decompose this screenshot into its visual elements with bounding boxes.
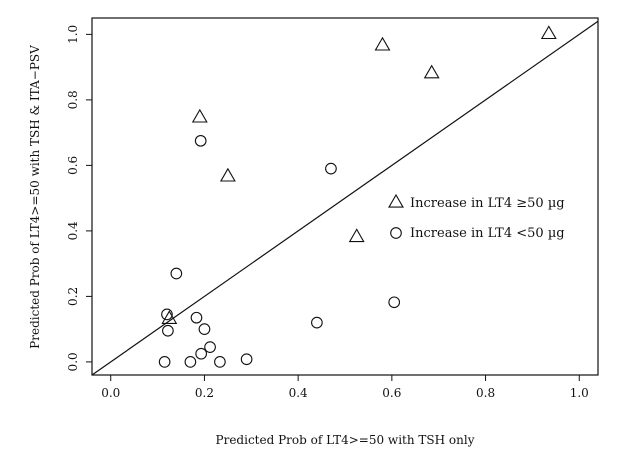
y-tick-label: 0.0 [66, 352, 80, 371]
circle-point [388, 296, 401, 309]
circle-point [311, 316, 323, 329]
triangle-point [161, 310, 178, 324]
legend-triangle-icon [388, 193, 404, 208]
circle-point [240, 353, 253, 366]
x-tick-label: 0.2 [195, 386, 214, 400]
circle-point [158, 356, 171, 368]
y-tick-label: 0.4 [66, 221, 80, 240]
y-axis-title: Predicted Prob of LT4>=50 with TSH & ITA… [28, 45, 42, 349]
circle-point [204, 341, 216, 354]
y-tick-label: 0.2 [66, 287, 80, 306]
circle-point [325, 162, 337, 175]
x-tick-label: 0.4 [289, 386, 308, 400]
circle-point [214, 356, 226, 368]
y-tick-label: 0.6 [66, 156, 80, 175]
triangle-point [423, 64, 440, 79]
x-tick-label: 1.0 [570, 386, 589, 400]
circle-point [170, 267, 183, 280]
circle-point [194, 134, 207, 147]
circle-point [195, 347, 208, 360]
x-tick-label: 0.0 [101, 386, 120, 400]
legend-circle-icon [390, 227, 402, 239]
x-axis-title: Predicted Prob of LT4>=50 with TSH only [216, 433, 475, 447]
y-tick-label: 0.8 [66, 90, 80, 109]
circle-point [162, 324, 174, 337]
x-tick-label: 0.6 [382, 386, 401, 400]
circle-point [198, 323, 211, 335]
circle-point [161, 308, 173, 321]
reference-line [92, 20, 598, 375]
triangle-point [219, 167, 236, 182]
plot-frame [91, 17, 599, 376]
triangle-point [374, 36, 391, 51]
y-tick-label: 1.0 [66, 25, 80, 44]
circle-point [190, 311, 203, 324]
circle-point [184, 356, 197, 368]
legend-label: Increase in LT4 <50 µg [410, 226, 565, 241]
legend-label: Increase in LT4 ≥50 µg [410, 196, 565, 211]
triangle-point [540, 25, 557, 40]
x-tick-label: 0.8 [476, 386, 495, 400]
triangle-point [191, 108, 208, 123]
triangle-point [348, 228, 365, 243]
